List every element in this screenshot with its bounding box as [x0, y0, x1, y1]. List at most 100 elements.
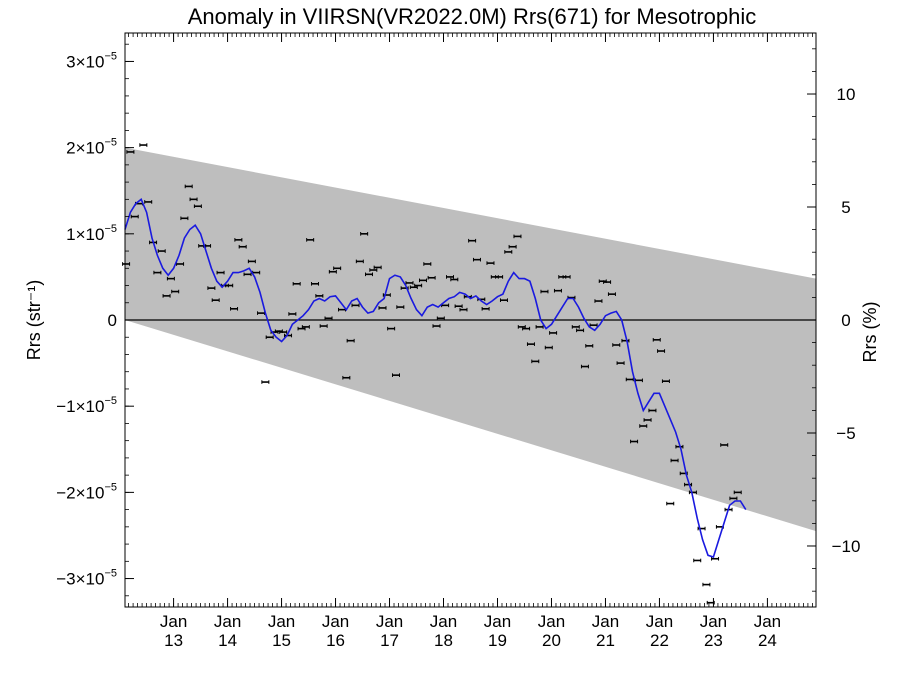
x-tick-year: 16	[326, 631, 345, 650]
data-point	[531, 359, 540, 364]
x-tick-year: 15	[272, 631, 291, 650]
x-tick-year: 21	[596, 631, 615, 650]
data-point	[144, 200, 153, 204]
data-point	[733, 490, 742, 495]
data-point	[279, 330, 288, 334]
data-point	[693, 558, 702, 563]
x-tick-year: 23	[704, 631, 723, 650]
data-point	[544, 345, 553, 350]
data-point	[207, 286, 216, 290]
chart-title: Anomaly in VIIRSN(VR2022.0M) Rrs(671) fo…	[188, 4, 757, 29]
data-point	[418, 278, 427, 283]
left-tick-label: 3×10−5	[66, 50, 117, 71]
data-point	[603, 280, 612, 284]
data-point	[450, 277, 459, 282]
x-tick-month: Jan	[322, 612, 349, 631]
data-point	[486, 261, 495, 265]
data-point	[311, 282, 320, 286]
data-point	[247, 259, 256, 264]
data-point	[666, 501, 675, 506]
data-point	[288, 312, 297, 316]
data-point	[360, 232, 369, 236]
data-point	[684, 482, 693, 487]
x-tick-year: 17	[380, 631, 399, 650]
data-point	[499, 298, 508, 302]
data-point	[652, 338, 661, 342]
data-point	[616, 361, 625, 365]
right-tick-label: −5	[836, 424, 855, 443]
x-tick-year: 13	[164, 631, 183, 650]
data-point	[139, 143, 148, 147]
data-point	[324, 316, 333, 321]
left-axis-label: Rrs (str⁻¹)	[24, 280, 44, 360]
data-point	[481, 306, 490, 311]
x-tick-month: Jan	[646, 612, 673, 631]
data-point	[423, 262, 432, 266]
x-tick-month: Jan	[268, 612, 295, 631]
data-point	[238, 244, 247, 249]
data-point	[234, 238, 243, 242]
x-tick-year: 20	[542, 631, 561, 650]
data-point	[459, 307, 468, 312]
data-point	[630, 439, 639, 444]
data-point	[621, 338, 630, 343]
data-point	[162, 294, 171, 298]
data-point	[261, 380, 270, 384]
x-tick-month: Jan	[538, 612, 565, 631]
left-tick-label: 2×10−5	[66, 137, 117, 158]
x-tick-year: 19	[488, 631, 507, 650]
data-point	[432, 324, 441, 328]
data-point	[639, 424, 648, 428]
data-point	[211, 298, 220, 302]
data-point	[526, 342, 535, 346]
data-point	[504, 250, 513, 254]
data-point	[342, 375, 351, 380]
uncertainty-band	[125, 147, 816, 532]
data-point	[661, 379, 670, 383]
data-point	[720, 443, 729, 447]
data-point	[189, 197, 198, 202]
data-point	[387, 326, 396, 331]
data-point	[535, 325, 544, 329]
data-point	[319, 324, 328, 328]
data-point	[648, 408, 657, 413]
right-axis-label: Rrs (%)	[860, 302, 880, 363]
data-point	[540, 289, 549, 294]
x-tick-month: Jan	[592, 612, 619, 631]
data-point	[216, 270, 225, 275]
data-point	[157, 249, 166, 253]
data-point	[562, 275, 571, 279]
data-point	[625, 377, 634, 382]
data-point	[607, 292, 616, 296]
data-point	[378, 306, 387, 310]
data-point	[184, 184, 193, 189]
data-point	[333, 266, 342, 271]
data-point	[265, 335, 274, 340]
data-point	[436, 316, 445, 321]
data-point	[594, 299, 603, 303]
data-point	[522, 326, 531, 331]
data-point	[315, 294, 324, 298]
data-point	[346, 338, 355, 343]
data-point	[553, 288, 562, 293]
data-point	[580, 364, 589, 369]
data-point	[306, 238, 315, 242]
data-point	[301, 325, 310, 329]
left-tick-label: 1×10−5	[66, 223, 117, 244]
data-point	[670, 458, 679, 463]
data-point	[284, 333, 293, 338]
data-point	[427, 275, 436, 280]
data-point	[472, 257, 481, 262]
data-point	[126, 150, 135, 154]
data-point	[576, 328, 585, 333]
data-point	[571, 325, 580, 329]
x-tick-month: Jan	[754, 612, 781, 631]
x-tick-month: Jan	[214, 612, 241, 631]
data-point	[711, 556, 720, 561]
data-point	[468, 238, 477, 243]
data-point	[243, 272, 252, 277]
data-point	[193, 204, 202, 209]
data-point	[180, 216, 189, 221]
data-point	[405, 281, 414, 285]
left-tick-label: −1×10−5	[56, 395, 117, 416]
